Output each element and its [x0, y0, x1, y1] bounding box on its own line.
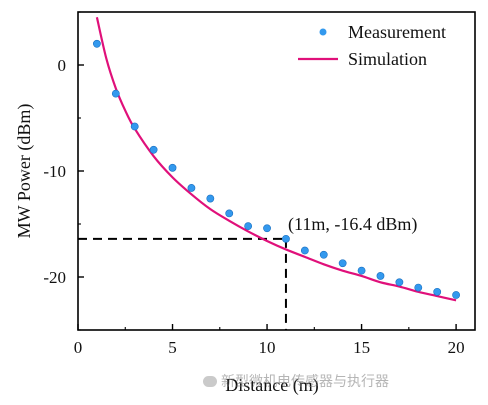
watermark: 新型微机电传感器与执行器 — [203, 371, 389, 391]
measurement-point — [357, 266, 366, 275]
simulation-series — [95, 17, 457, 302]
y-tick-label: -20 — [43, 268, 66, 287]
measurement-point — [433, 287, 442, 296]
wechat-icon — [203, 376, 217, 387]
x-tick-label: 20 — [448, 338, 465, 357]
legend-marker-measurement — [319, 28, 327, 36]
measurement-point — [187, 184, 196, 192]
x-tick-label: 0 — [74, 338, 83, 357]
x-tick-label: 10 — [259, 338, 276, 357]
x-tick-label: 15 — [353, 338, 370, 357]
measurement-point — [452, 291, 460, 299]
y-axis-ticks: 0 -10 -20 — [43, 11, 84, 331]
x-axis-label: Distance (m) — [225, 375, 318, 396]
annotation-label: (11m, -16.4 dBm) — [288, 214, 417, 235]
measurement-point — [225, 209, 234, 218]
x-tick-label: 5 — [168, 338, 177, 357]
simulation-line — [95, 17, 457, 302]
measurement-point — [338, 259, 347, 268]
measurement-point — [111, 89, 120, 98]
measurement-point — [414, 283, 423, 292]
y-tick-label: 0 — [58, 56, 67, 75]
measurement-point — [319, 250, 328, 259]
measurement-point — [130, 122, 139, 131]
measurement-point — [376, 272, 385, 280]
y-axis-label: MW Power (dBm) — [14, 104, 35, 239]
legend-label-measurement: Measurement — [348, 22, 446, 42]
measurement-point — [282, 234, 290, 243]
y-tick-label: -10 — [43, 162, 66, 181]
reference-lines — [78, 237, 287, 330]
measurement-point — [395, 278, 404, 287]
measurement-series — [93, 39, 460, 299]
x-axis-ticks: 0 5 10 15 20 — [74, 324, 465, 357]
measurement-point — [168, 163, 177, 172]
measurement-point — [206, 194, 215, 203]
watermark-text: 新型微机电传感器与执行器 — [221, 374, 389, 390]
measurement-point — [244, 222, 253, 231]
measurement-point — [300, 246, 309, 255]
measurement-point — [263, 224, 271, 233]
measurement-point — [93, 39, 101, 48]
measurement-point — [149, 145, 158, 154]
legend: Measurement Simulation — [298, 22, 446, 69]
legend-label-simulation: Simulation — [348, 49, 427, 69]
